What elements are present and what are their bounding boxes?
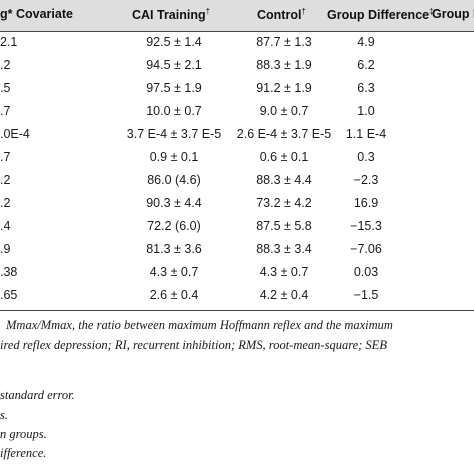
header-group-d: Group D [432,7,474,21]
cell-covariate: .2 [0,173,11,187]
table-row: .4 72.2 (6.0) 87.5 ± 5.8 −15.3 [0,216,474,238]
note-groups: n groups. [0,427,47,441]
note-difference: ifference. [0,446,47,460]
cell-cai-training: 94.5 ± 2.1 [146,58,202,72]
cell-control: 88.3 ± 4.4 [256,173,312,187]
cell-control: 88.3 ± 3.4 [256,242,312,256]
table-row: .5 97.5 ± 1.9 91.2 ± 1.9 6.3 [0,78,474,100]
table-row: 2.1 92.5 ± 1.4 87.7 ± 1.3 4.9 [0,32,474,54]
cell-group-difference: −15.3 [350,219,382,233]
cell-cai-training: 4.3 ± 0.7 [149,265,199,279]
cell-group-difference: 6.3 [357,81,375,95]
cell-group-difference: 0.3 [357,150,375,164]
table-row: .2 90.3 ± 4.4 73.2 ± 4.2 16.9 [0,193,474,215]
note-s: s. [0,408,8,422]
header-control: Control† [257,7,306,22]
table-bottom-rule [0,310,474,311]
cell-covariate: .38 [0,265,18,279]
cell-cai-training: 2.6 ± 0.4 [149,288,199,302]
cell-cai-training: 81.3 ± 3.6 [146,242,202,256]
cell-cai-training: 72.2 (6.0) [147,219,201,233]
cell-covariate: .2 [0,196,11,210]
cell-cai-training: 0.9 ± 0.1 [149,150,199,164]
cell-cai-training: 92.5 ± 1.4 [146,35,202,49]
table-row: .2 86.0 (4.6) 88.3 ± 4.4 −2.3 [0,170,474,192]
cell-control: 0.6 ± 0.1 [259,150,309,164]
cell-covariate: 2.1 [0,35,18,49]
cell-control: 73.2 ± 4.2 [256,196,312,210]
cell-cai-training: 10.0 ± 0.7 [146,104,202,118]
cell-group-difference: −2.3 [353,173,379,187]
table-row: .9 81.3 ± 3.6 88.3 ± 3.4 −7.06 [0,239,474,261]
cell-covariate: .7 [0,104,11,118]
cell-group-difference: 1.0 [357,104,375,118]
cell-covariate: .2 [0,58,11,72]
note-standard-error: standard error. [0,388,75,402]
cell-control: 2.6 E-4 ± 3.7 E-5 [236,127,332,141]
table-row: .65 2.6 ± 0.4 4.2 ± 0.4 −1.5 [0,285,474,307]
cell-control: 9.0 ± 0.7 [259,104,309,118]
cell-covariate: .65 [0,288,18,302]
table-row: .0E-4 3.7 E-4 ± 3.7 E-5 2.6 E-4 ± 3.7 E-5 1… [0,124,474,146]
header-cai-training: CAI Training† [132,7,211,22]
cell-control: 87.5 ± 5.8 [256,219,312,233]
table-header: g* Covariate CAI Training† Control† Grou… [0,0,474,32]
cell-cai-training: 86.0 (4.6) [147,173,201,187]
note-abbreviations-1: Mmax/Mmax, the ratio between maximum Hof… [6,318,393,332]
cell-covariate: .5 [0,81,11,95]
cell-group-difference: −1.5 [353,288,379,302]
cell-covariate: .4 [0,219,11,233]
header-covariate: g* Covariate [0,7,73,21]
note-abbreviations-2: ired reflex depression; RI, recurrent in… [0,338,387,352]
cell-group-difference: −7.06 [350,242,382,256]
cell-cai-training: 3.7 E-4 ± 3.7 E-5 [126,127,222,141]
table-row: .7 0.9 ± 0.1 0.6 ± 0.1 0.3 [0,147,474,169]
cell-covariate: .7 [0,150,11,164]
cell-cai-training: 97.5 ± 1.9 [146,81,202,95]
cell-control: 4.3 ± 0.7 [259,265,309,279]
cell-control: 4.2 ± 0.4 [259,288,309,302]
cell-covariate: .0E-4 [0,127,30,141]
cell-group-difference: 0.03 [353,265,379,279]
table-row: .38 4.3 ± 0.7 4.3 ± 0.7 0.03 [0,262,474,284]
cell-control: 91.2 ± 1.9 [256,81,312,95]
table-row: .2 94.5 ± 2.1 88.3 ± 1.9 6.2 [0,55,474,77]
cell-cai-training: 90.3 ± 4.4 [146,196,202,210]
cell-group-difference: 4.9 [357,35,375,49]
cell-group-difference: 1.1 E-4 [345,127,387,141]
cell-control: 88.3 ± 1.9 [256,58,312,72]
table-row: .7 10.0 ± 0.7 9.0 ± 0.7 1.0 [0,101,474,123]
cell-control: 87.7 ± 1.3 [256,35,312,49]
cell-group-difference: 16.9 [353,196,379,210]
cell-group-difference: 6.2 [357,58,375,72]
cell-covariate: .9 [0,242,11,256]
header-group-difference: Group Difference‡ [327,7,434,22]
